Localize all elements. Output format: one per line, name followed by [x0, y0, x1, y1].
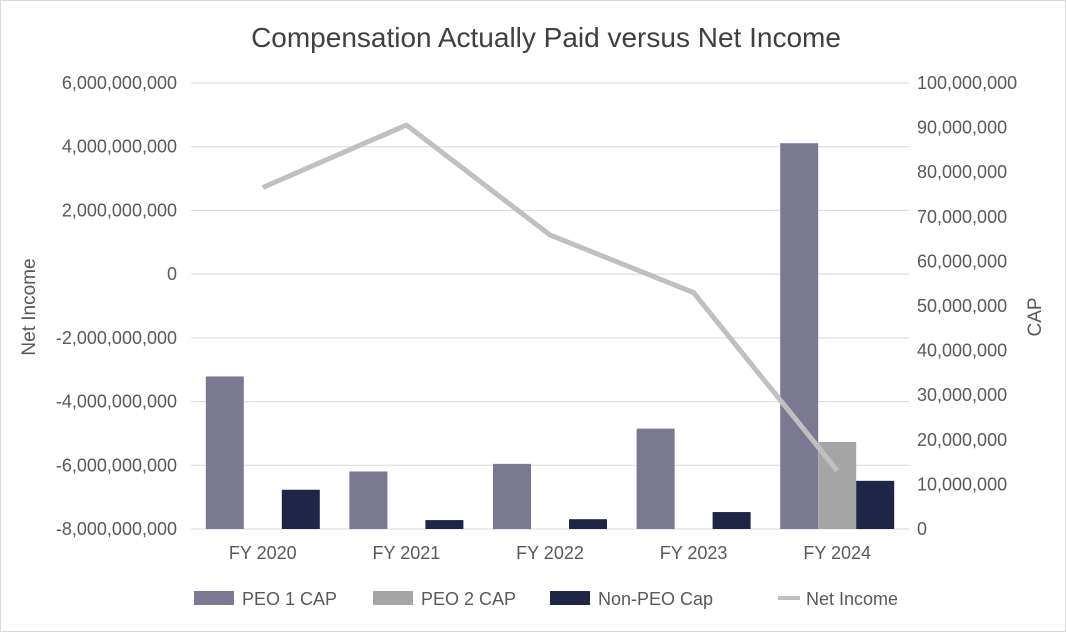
chart-title: Compensation Actually Paid versus Net In… — [251, 22, 841, 53]
bar-peo-1-cap-5 — [780, 143, 819, 529]
bar-non-peo-cap-4 — [712, 512, 751, 529]
right-tick-label: 0 — [917, 519, 927, 539]
right-tick-label: 40,000,000 — [917, 341, 1007, 361]
legend-label: PEO 2 CAP — [421, 589, 516, 609]
bar-peo-1-cap-2 — [349, 471, 388, 529]
right-tick-label: 10,000,000 — [917, 474, 1007, 494]
bar-non-peo-cap-3 — [569, 519, 607, 529]
net-income-line — [261, 122, 840, 473]
right-tick-label: 20,000,000 — [917, 430, 1007, 450]
right-tick-label: 70,000,000 — [917, 207, 1007, 227]
bar-non-peo-cap-5 — [856, 480, 895, 529]
x-tick-label: FY 2024 — [803, 543, 871, 563]
left-axis-title: Net Income — [19, 258, 40, 355]
left-tick-label: 4,000,000,000 — [62, 137, 177, 157]
bar-non-peo-cap-2 — [425, 520, 464, 529]
gridlines — [191, 82, 909, 530]
right-tick-label: 60,000,000 — [917, 251, 1007, 271]
legend-swatch — [194, 591, 234, 605]
right-tick-label: 30,000,000 — [917, 385, 1007, 405]
legend-label: Non-PEO Cap — [598, 589, 713, 609]
left-tick-label: 6,000,000,000 — [62, 73, 177, 93]
x-tick-label: FY 2023 — [660, 543, 728, 563]
x-tick-label: FY 2021 — [373, 543, 441, 563]
right-tick-label: 80,000,000 — [917, 162, 1007, 182]
x-axis-ticks: FY 2020 FY 2021 FY 2022 FY 2023 FY 2024 — [229, 543, 871, 563]
right-axis-title: CAP — [1025, 297, 1046, 336]
right-axis-ticks: 100,000,000 90,000,000 80,000,000 70,000,00… — [917, 73, 1017, 539]
x-tick-label: FY 2020 — [229, 543, 297, 563]
left-axis-ticks: 6,000,000,000 4,000,000,000 2,000,000,000 0… — [56, 73, 177, 539]
left-tick-label: -2,000,000,000 — [56, 328, 177, 348]
left-tick-label: -4,000,000,000 — [56, 392, 177, 412]
legend-label: Net Income — [806, 589, 898, 609]
bar-peo-1-cap-1 — [205, 376, 244, 529]
right-tick-label: 90,000,000 — [917, 118, 1007, 138]
bar-non-peo-cap-1 — [281, 489, 320, 529]
legend: PEO 1 CAP PEO 2 CAP Non-PEO Cap Net Income — [194, 589, 898, 609]
left-tick-label: 0 — [167, 264, 177, 284]
line-net-income — [261, 122, 840, 473]
bar-peo-1-cap-3 — [493, 463, 531, 529]
legend-swatch — [550, 591, 590, 605]
left-tick-label: -8,000,000,000 — [56, 519, 177, 539]
left-tick-label: -6,000,000,000 — [56, 455, 177, 475]
legend-swatch — [373, 591, 413, 605]
x-tick-label: FY 2022 — [516, 543, 584, 563]
left-tick-label: 2,000,000,000 — [62, 200, 177, 220]
right-tick-label: 50,000,000 — [917, 296, 1007, 316]
bars — [205, 143, 895, 529]
bar-peo-1-cap-4 — [636, 428, 675, 529]
right-tick-label: 100,000,000 — [917, 73, 1017, 93]
legend-label: PEO 1 CAP — [242, 589, 337, 609]
